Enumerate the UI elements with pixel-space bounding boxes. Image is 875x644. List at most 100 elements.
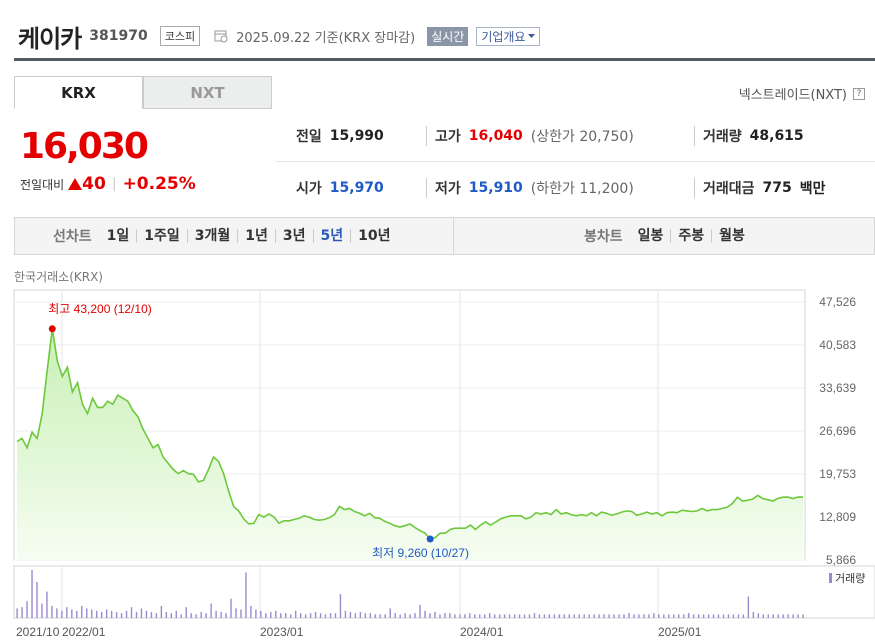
volume-bar <box>21 607 23 618</box>
range-5y[interactable]: 5년 <box>312 229 351 243</box>
help-icon[interactable]: ? <box>853 87 865 100</box>
volume-bar <box>623 614 625 618</box>
tab-krx[interactable]: KRX <box>14 76 143 109</box>
volume-bar <box>712 614 715 618</box>
volume-bar <box>747 596 750 618</box>
stock-name: 케이카 <box>18 24 82 53</box>
volume-bar <box>389 608 391 618</box>
nextrade-link[interactable]: 넥스트레이드(NXT) ? <box>739 84 865 103</box>
y-tick-label: 33,639 <box>819 381 856 395</box>
nextrade-label: 넥스트레이드(NXT) <box>738 88 847 103</box>
volume-bar <box>225 613 227 618</box>
range-1w[interactable]: 1주일 <box>136 229 187 243</box>
open-price: 시가 15,970 <box>296 178 384 198</box>
open-price-label: 시가 <box>296 181 322 197</box>
change-amount-group: 40 <box>68 174 106 194</box>
summary-row-1: 전일 15,990 고가 16,040 (상한가 20,750) 거래량 48,… <box>276 110 875 162</box>
volume-bar <box>498 614 501 618</box>
volume-bar <box>349 612 352 618</box>
trade-amount-label: 거래대금 <box>703 181 755 197</box>
volume-bar <box>399 614 401 618</box>
tab-nxt[interactable]: NXT <box>143 76 272 109</box>
candle-monthly[interactable]: 월봉 <box>711 229 752 243</box>
trade-amount-unit: 백만 <box>799 181 826 197</box>
line-chart-options: 선차트 1일 1주일 3개월 1년 3년 5년 10년 <box>53 218 398 254</box>
volume-bar <box>434 612 436 618</box>
high-point-marker <box>48 325 56 333</box>
realtime-button[interactable]: 실시간 <box>427 26 469 46</box>
volume-bar <box>488 613 491 618</box>
line-chart-label: 선차트 <box>53 229 92 245</box>
volume-bar <box>255 609 257 618</box>
volume-bar <box>593 614 595 618</box>
candle-chart-options: 봉차트 일봉 주봉 월봉 <box>453 218 875 254</box>
volume-bar <box>638 614 640 618</box>
volume-bar <box>240 609 242 618</box>
low-price-label: 저가 <box>435 181 461 197</box>
volume-bar <box>697 614 700 618</box>
volume-bar <box>608 614 610 618</box>
change-amount: 40 <box>82 174 106 194</box>
volume-bar <box>752 612 755 618</box>
volume-bar <box>772 614 774 618</box>
volume-bar <box>479 614 481 618</box>
volume-bar <box>26 601 28 618</box>
price-line <box>16 328 803 540</box>
volume-bar <box>66 607 68 618</box>
volume-bar <box>110 610 113 618</box>
company-overview-button[interactable]: 기업개요 <box>476 26 541 46</box>
volume-bar <box>603 614 605 618</box>
x-tick-label: 2023/01 <box>260 625 304 639</box>
volume-bar <box>668 614 670 618</box>
low-price: 저가 15,910 (하한가 11,200) <box>426 178 634 198</box>
volume-bar <box>145 610 148 618</box>
volume-bar <box>533 613 536 618</box>
volume-bar <box>270 612 272 618</box>
volume-bar <box>334 613 337 618</box>
volume-bar <box>409 614 411 618</box>
lower-limit: (하한가 11,200) <box>530 181 634 197</box>
y-tick-label: 26,696 <box>819 424 856 438</box>
x-tick-label: 2022/01 <box>62 625 106 639</box>
volume-bar <box>787 614 789 618</box>
range-1d[interactable]: 1일 <box>106 228 130 244</box>
volume-bar <box>324 614 327 618</box>
volume-bar <box>51 606 53 618</box>
range-3m[interactable]: 3개월 <box>186 229 238 243</box>
volume-bar <box>120 613 123 618</box>
volume-bar <box>195 614 197 618</box>
range-3y[interactable]: 3년 <box>274 229 313 243</box>
volume-bar <box>160 606 163 618</box>
low-point-marker <box>426 535 434 543</box>
volume-bar <box>299 613 302 618</box>
volume-bar <box>105 609 108 618</box>
volume-bar <box>588 614 590 618</box>
volume-bar <box>613 614 615 618</box>
volume-bar <box>61 610 63 618</box>
range-1y[interactable]: 1년 <box>237 229 275 243</box>
volume-bar <box>354 613 357 618</box>
volume-bar <box>658 614 660 618</box>
volume-bar <box>523 614 526 618</box>
volume-bar <box>702 614 705 618</box>
volume-bar <box>275 610 277 618</box>
range-10y[interactable]: 10년 <box>350 229 397 243</box>
volume-bar <box>344 610 347 618</box>
candle-weekly[interactable]: 주봉 <box>670 229 711 243</box>
volume-bar <box>185 607 187 618</box>
volume-bar <box>797 614 799 618</box>
volume-bar <box>414 613 416 618</box>
volume-bar <box>235 608 237 618</box>
volume-bar <box>81 606 83 618</box>
volume-bar <box>508 614 511 618</box>
volume-bar <box>100 612 103 618</box>
volume-bar <box>528 614 531 618</box>
volume-bar <box>732 614 735 618</box>
volume-bar <box>294 610 297 618</box>
volume-bar <box>548 614 551 618</box>
volume-bar <box>459 614 461 618</box>
prev-close: 전일 15,990 <box>296 126 384 146</box>
volume-value: 48,615 <box>749 127 804 144</box>
candle-daily[interactable]: 일봉 <box>637 228 664 244</box>
volume-bar <box>563 614 566 618</box>
